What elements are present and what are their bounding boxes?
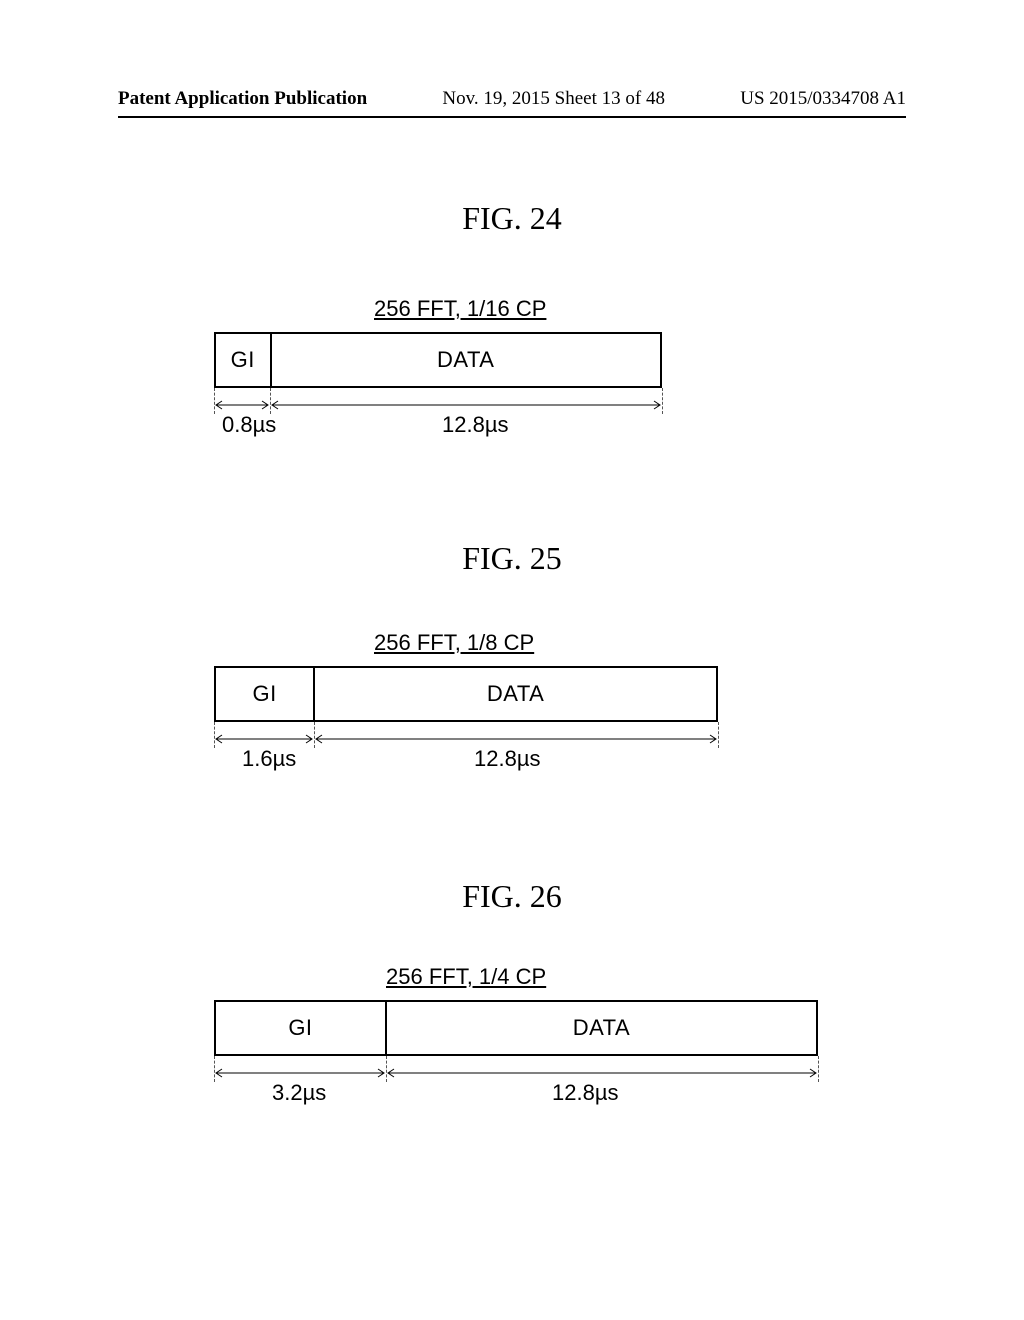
fig26-body: 256 FFT, 1/4 CP GI DATA 3.2µs 12.8µs xyxy=(214,964,818,1108)
fig25-subtitle: 256 FFT, 1/8 CP xyxy=(214,630,718,656)
fig26-label: FIG. 26 xyxy=(0,878,1024,915)
fig25-data-dim: 12.8µs xyxy=(474,746,541,772)
fig24-subtitle: 256 FFT, 1/16 CP xyxy=(214,296,662,322)
fig26-data-cell: DATA xyxy=(387,1002,816,1054)
fig24-gi-cell: GI xyxy=(216,334,272,386)
fig25-gi-cell: GI xyxy=(216,668,315,720)
fig26-data-dim: 12.8µs xyxy=(552,1080,619,1106)
fig26-frame: GI DATA xyxy=(214,1000,818,1056)
fig24-dims: 0.8µs 12.8µs xyxy=(214,388,662,440)
fig24-data-dim: 12.8µs xyxy=(442,412,509,438)
fig24-data-arrow xyxy=(270,400,662,410)
page-root: Patent Application Publication Nov. 19, … xyxy=(0,0,1024,1320)
fig25-gi-dim: 1.6µs xyxy=(242,746,296,772)
fig24-frame: GI DATA xyxy=(214,332,662,388)
fig25-body: 256 FFT, 1/8 CP GI DATA 1.6µs 12.8µs xyxy=(214,630,718,774)
fig25-gi-arrow xyxy=(214,734,314,744)
fig25-tick-2 xyxy=(718,722,719,748)
fig26-gi-dim: 3.2µs xyxy=(272,1080,326,1106)
fig26-subtitle: 256 FFT, 1/4 CP xyxy=(214,964,818,990)
fig25-data-cell: DATA xyxy=(315,668,716,720)
fig26-gi-arrow xyxy=(214,1068,386,1078)
page-header: Patent Application Publication Nov. 19, … xyxy=(118,88,906,118)
fig25-label: FIG. 25 xyxy=(0,540,1024,577)
fig26-tick-2 xyxy=(818,1056,819,1082)
fig26-dims: 3.2µs 12.8µs xyxy=(214,1056,818,1108)
fig25-dims: 1.6µs 12.8µs xyxy=(214,722,718,774)
fig25-data-arrow xyxy=(314,734,718,744)
fig24-tick-2 xyxy=(662,388,663,414)
header-publication: Patent Application Publication xyxy=(118,88,367,110)
fig24-body: 256 FFT, 1/16 CP GI DATA 0.8µs 12.8µs xyxy=(214,296,662,440)
fig24-data-cell: DATA xyxy=(272,334,660,386)
header-date-sheet: Nov. 19, 2015 Sheet 13 of 48 xyxy=(442,88,665,110)
fig24-label: FIG. 24 xyxy=(0,200,1024,237)
header-doc-number: US 2015/0334708 A1 xyxy=(740,88,906,110)
fig24-gi-arrow xyxy=(214,400,270,410)
fig24-gi-dim: 0.8µs xyxy=(222,412,276,438)
fig26-gi-cell: GI xyxy=(216,1002,387,1054)
fig26-data-arrow xyxy=(386,1068,818,1078)
fig25-frame: GI DATA xyxy=(214,666,718,722)
